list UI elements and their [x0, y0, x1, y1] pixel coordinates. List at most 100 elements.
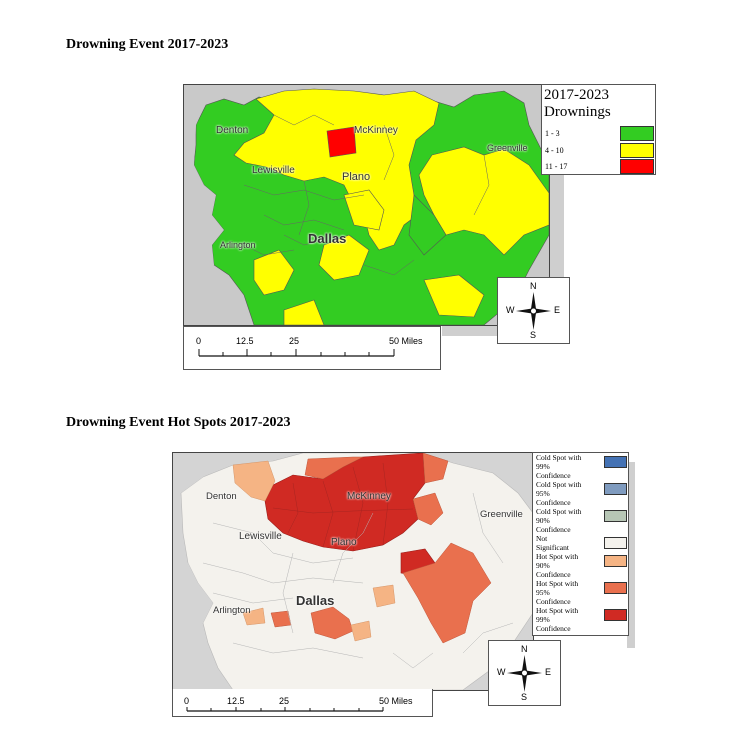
yellow-region-south-dallas: [318, 234, 370, 281]
map2-city-dallas: Dallas: [296, 593, 335, 608]
map2-legend-4-line3: Confidence: [536, 570, 571, 579]
map2-city-arlington: Arlington: [213, 605, 251, 616]
map1-legend-swatch-green: [620, 126, 654, 141]
map2-city-lewisville: Lewisville: [239, 531, 282, 542]
map1-legend-label-0: 1 - 3: [545, 129, 560, 138]
map2-compass: N S W E: [488, 640, 561, 706]
hot-90-region-central: [372, 584, 396, 608]
map1-city-lewisville: Lewisville: [252, 165, 295, 176]
map2-legend-swatch-cold-99: [604, 456, 627, 468]
map1-city-arlington: Arlington: [220, 240, 256, 250]
map2-scale-tick-0: 0: [184, 696, 190, 706]
outside-area-west: [184, 85, 214, 185]
map2-legend-0-line2: 99%: [536, 462, 550, 471]
yellow-region-southeast: [423, 274, 485, 318]
hot-95-region-east-upper: [412, 492, 444, 526]
map1-scale-tick-2: 25: [289, 336, 300, 346]
map2-legend-5-line3: Confidence: [536, 597, 571, 606]
outside-area-west: [173, 563, 213, 633]
map1-scale-tick-3: 50 Miles: [389, 336, 423, 346]
map1-scale-tick-1: 12.5: [236, 336, 254, 346]
map1-canvas[interactable]: Denton McKinney Greenville Lewisville Pl…: [183, 84, 550, 326]
map1-scale-bar: 0 12.5 25 50 Miles: [183, 326, 441, 370]
map2-legend-shadow: [627, 462, 635, 648]
map2-legend-5-line1: Hot Spot with: [536, 579, 579, 588]
hot-90-region-south: [350, 620, 372, 642]
map2-legend-3-line2: Significant: [536, 543, 569, 552]
map1-city-dallas: Dallas: [308, 231, 347, 246]
map2-scale-tick-3: 50 Miles: [379, 696, 413, 706]
map2-legend: Cold Spot with 99% Confidence Cold Spot …: [532, 452, 629, 636]
map2-scale-bar: 0 12.5 25 50 Miles: [172, 689, 433, 717]
map2-legend-4-line1: Hot Spot with: [536, 552, 579, 561]
yellow-region-central: [343, 189, 385, 231]
tract-borders: [243, 114, 490, 276]
map2-scale-tick-1: 12.5: [227, 696, 245, 706]
map1-city-denton: Denton: [216, 125, 249, 136]
map2-city-denton: Denton: [206, 491, 237, 502]
map2-scale-line: [186, 707, 384, 712]
map2-legend-swatch-hot-90: [604, 555, 627, 567]
map2-legend-6-line1: Hot Spot with: [536, 606, 579, 615]
map1-compass-w: W: [506, 305, 515, 315]
map2-city-plano: Plano: [331, 537, 357, 548]
map2-legend-0-line1: Cold Spot with: [536, 453, 582, 462]
hot-95-region-north: [304, 456, 364, 480]
map2-legend-2-line2: 90%: [536, 516, 550, 525]
map1-compass: N S W E: [497, 277, 570, 344]
map1-legend-label-1: 4 - 10: [545, 146, 564, 155]
map2-scale-tick-2: 25: [279, 696, 290, 706]
yellow-region-east: [418, 146, 549, 256]
green-patch-east: [408, 194, 447, 256]
map2-compass-w: W: [497, 667, 506, 677]
map2-legend-swatch-cold-90: [604, 510, 627, 522]
map2-legend-1-line1: Cold Spot with: [536, 480, 582, 489]
hot-90-region-northwest: [232, 460, 276, 502]
map1-compass-e: E: [554, 305, 561, 315]
map1-title: Drowning Event 2017-2023: [66, 37, 229, 52]
map2-title: Drowning Event Hot Spots 2017-2023: [66, 415, 291, 430]
outside-area-southwest: [184, 185, 224, 285]
map2-legend-2-line3: Confidence: [536, 525, 571, 534]
map2-legend-swatch-hot-99: [604, 609, 627, 621]
hot-90-region-arlington: [242, 607, 266, 626]
map1-scale-tick-0: 0: [196, 336, 202, 346]
map1-legend-swatch-red: [620, 159, 654, 174]
map2-city-greenville: Greenville: [480, 509, 523, 520]
map2-compass-e: E: [545, 667, 552, 677]
map2-legend-1-line3: Confidence: [536, 498, 571, 507]
map1-city-mckinney: McKinney: [354, 125, 398, 136]
map1-city-greenville: Greenville: [487, 143, 528, 153]
map2-legend-0-line3: Confidence: [536, 471, 571, 480]
hot-tract-borders: [272, 462, 414, 552]
map1-scale-line: [198, 349, 395, 357]
yellow-region-southwest: [253, 249, 295, 296]
map2-legend-6-line3: Confidence: [536, 624, 571, 633]
map2-legend-swatch-hot-95: [604, 582, 627, 594]
map1-compass-s: S: [530, 330, 537, 340]
map2-legend-6-line2: 99%: [536, 615, 550, 624]
map2-legend-4-line2: 90%: [536, 561, 550, 570]
map1-legend-swatch-yellow: [620, 143, 654, 158]
map2-city-mckinney: McKinney: [347, 491, 391, 502]
hot-95-region-east: [402, 542, 492, 644]
map1-compass-n: N: [530, 281, 537, 291]
map2-compass-s: S: [521, 692, 528, 702]
map2-canvas[interactable]: Denton McKinney Greenville Lewisville Pl…: [172, 452, 534, 691]
map2-legend-5-line2: 95%: [536, 588, 550, 597]
map2-legend-1-line2: 95%: [536, 489, 550, 498]
outside-area-northwest: [173, 453, 233, 493]
map1-city-plano: Plano: [342, 171, 371, 183]
map2-legend-swatch-cold-95: [604, 483, 627, 495]
map1-legend-title-line1: 2017-2023: [544, 87, 609, 103]
map1-legend: 2017-2023 Drownings 1 - 3 4 - 10 11 - 17: [541, 84, 656, 175]
map2-legend-2-line1: Cold Spot with: [536, 507, 582, 516]
map1-compass-rose-icon: [516, 292, 551, 330]
yellow-region-south: [283, 299, 325, 325]
red-region-mckinney: [326, 126, 357, 158]
map1-legend-title-line2: Drownings: [544, 104, 611, 120]
map1-svg: [184, 85, 549, 325]
tract-borders-2: [202, 492, 514, 669]
map2-compass-n: N: [521, 644, 528, 654]
map2-legend-3-line1: Not: [536, 534, 548, 543]
